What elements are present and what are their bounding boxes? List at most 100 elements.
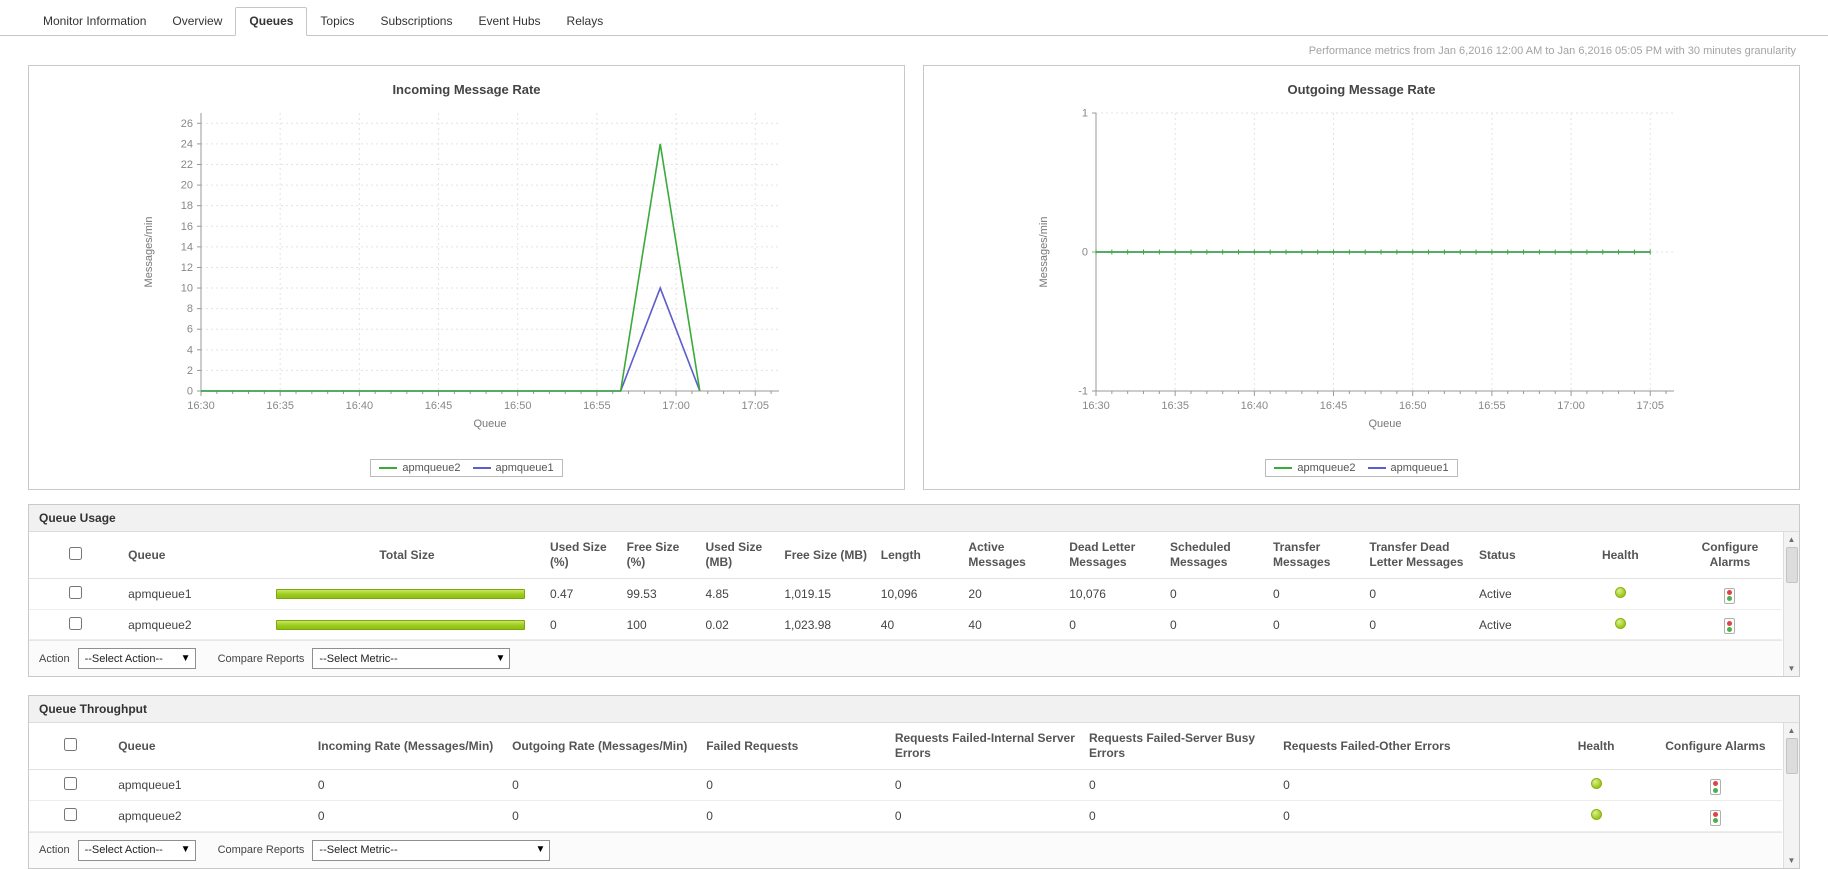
- col-requests-failed-internal: Requests Failed-Internal Server Errors: [888, 723, 1083, 771]
- configure-alarms-icon[interactable]: [1724, 587, 1736, 604]
- legend-line-swatch: [1274, 467, 1293, 469]
- svg-text:16:50: 16:50: [503, 400, 531, 412]
- col-transfer-messages: Transfer Messages: [1267, 532, 1364, 579]
- col-scheduled-messages: Scheduled Messages: [1164, 532, 1267, 579]
- chevron-down-icon: ▼: [180, 844, 191, 856]
- chevron-down-icon: ▼: [535, 844, 546, 856]
- col-queue: Queue: [122, 532, 271, 579]
- cell-scheduled-messages: 0: [1164, 609, 1267, 641]
- scrollbar[interactable]: ▲ ▼: [1783, 723, 1799, 868]
- legend-line-swatch: [472, 467, 491, 469]
- col-failed-requests: Failed Requests: [700, 723, 889, 771]
- queue-name: apmqueue1: [122, 578, 271, 610]
- charts-row: Incoming Message Rate 0 2 4 6 8 10 12 14 16 18 20 2…: [28, 65, 1800, 490]
- compare-metric-dropdown[interactable]: --Select Metric-- ▼: [312, 839, 551, 861]
- col-free-size-pct: Free Size (%): [620, 532, 700, 579]
- cell-free-size-pct: 100: [620, 609, 700, 641]
- svg-text:1: 1: [1081, 108, 1087, 120]
- health-indicator: [1590, 778, 1602, 790]
- row-checkbox[interactable]: [69, 585, 83, 599]
- queue-usage-section: Queue Usage Queue Total Size Used Size (…: [28, 504, 1800, 678]
- queue-name: apmqueue1: [112, 769, 312, 802]
- legend-line-swatch: [379, 467, 398, 469]
- scroll-down-icon[interactable]: ▼: [1787, 664, 1796, 674]
- svg-text:4: 4: [186, 344, 192, 356]
- tab-subscriptions[interactable]: Subscriptions: [380, 14, 453, 28]
- col-total-size: Total Size: [270, 532, 544, 579]
- legend-label: apmqueue1: [1390, 462, 1449, 474]
- cell-incoming-rate: 0: [311, 769, 507, 802]
- col-dead-letter-messages: Dead Letter Messages: [1063, 532, 1165, 579]
- scroll-up-icon[interactable]: ▲: [1787, 535, 1796, 544]
- cell-outgoing-rate: 0: [506, 800, 701, 832]
- col-requests-failed-busy: Requests Failed-Server Busy Errors: [1082, 723, 1278, 771]
- legend-item: apmqueue1: [472, 462, 554, 474]
- cell-transfer-messages: 0: [1267, 609, 1364, 641]
- action-label: Action: [39, 844, 70, 857]
- dropdown-value: --Select Action--: [84, 844, 163, 857]
- cell-dead-letter-messages: 10,076: [1063, 578, 1165, 610]
- cell-used-size-mb: 0.02: [699, 609, 779, 641]
- svg-text:16:55: 16:55: [1478, 400, 1506, 412]
- configure-alarms-icon[interactable]: [1709, 809, 1721, 826]
- tab-monitor-information[interactable]: Monitor Information: [43, 14, 147, 28]
- scroll-up-icon[interactable]: ▲: [1787, 726, 1796, 736]
- dropdown-value: --Select Action--: [84, 652, 163, 665]
- configure-alarms-icon[interactable]: [1724, 618, 1736, 635]
- compare-metric-dropdown[interactable]: --Select Metric-- ▼: [312, 648, 511, 670]
- action-dropdown[interactable]: --Select Action-- ▼: [77, 839, 196, 861]
- cell-active-messages: 20: [962, 578, 1064, 610]
- svg-text:22: 22: [180, 159, 192, 171]
- svg-text:16:30: 16:30: [1082, 400, 1110, 412]
- select-all-checkbox[interactable]: [69, 546, 83, 560]
- select-all-checkbox[interactable]: [64, 737, 78, 751]
- svg-text:20: 20: [180, 180, 192, 192]
- cell-transfer-dead-letter-messages: 0: [1363, 578, 1473, 610]
- configure-alarms-icon[interactable]: [1709, 779, 1721, 796]
- svg-text:16:30: 16:30: [187, 400, 215, 412]
- table-header-row: Queue Total Size Used Size (%) Free Size…: [29, 532, 1782, 579]
- col-status: Status: [1472, 532, 1563, 579]
- svg-text:16:40: 16:40: [345, 400, 373, 412]
- table-row: apmqueue2 0 0 0 0 0 0: [29, 800, 1782, 832]
- row-checkbox[interactable]: [64, 807, 78, 821]
- scrollbar[interactable]: ▲ ▼: [1783, 532, 1799, 677]
- scrollbar-thumb[interactable]: [1785, 547, 1798, 583]
- action-dropdown[interactable]: --Select Action-- ▼: [77, 648, 196, 670]
- col-transfer-dead-letter-messages: Transfer Dead Letter Messages: [1363, 532, 1473, 579]
- legend-label: apmqueue1: [495, 462, 554, 474]
- legend-item: apmqueue2: [379, 462, 461, 474]
- scroll-down-icon[interactable]: ▼: [1787, 855, 1796, 865]
- col-queue: Queue: [112, 723, 312, 771]
- svg-text:17:00: 17:00: [662, 400, 690, 412]
- total-size-bar: [276, 619, 525, 630]
- tab-topics[interactable]: Topics: [320, 14, 355, 28]
- svg-text:2: 2: [186, 365, 192, 377]
- row-checkbox[interactable]: [69, 616, 83, 630]
- legend-label: apmqueue2: [1297, 462, 1356, 474]
- chart-title: Outgoing Message Rate: [1287, 82, 1436, 97]
- col-outgoing-rate: Outgoing Rate (Messages/Min): [506, 723, 701, 771]
- section-title: Queue Throughput: [29, 696, 1799, 724]
- dropdown-value: --Select Metric--: [319, 844, 398, 857]
- svg-text:26: 26: [180, 118, 192, 130]
- svg-text:Queue: Queue: [1368, 418, 1401, 430]
- tab-relays[interactable]: Relays: [566, 14, 604, 28]
- queue-usage-footer: Action --Select Action-- ▼ Compare Repor…: [29, 640, 1782, 677]
- cell-length: 40: [874, 609, 963, 641]
- cell-requests-failed-busy: 0: [1082, 800, 1278, 832]
- tab-bar: Monitor Information Overview Queues Topi…: [0, 0, 1828, 36]
- cell-active-messages: 40: [962, 609, 1064, 641]
- tab-queues[interactable]: Queues: [235, 7, 308, 36]
- cell-free-size-pct: 99.53: [620, 578, 700, 610]
- row-checkbox[interactable]: [64, 777, 78, 791]
- col-free-size-mb: Free Size (MB): [778, 532, 875, 579]
- col-incoming-rate: Incoming Rate (Messages/Min): [311, 723, 507, 771]
- cell-scheduled-messages: 0: [1164, 578, 1267, 610]
- tab-overview[interactable]: Overview: [172, 14, 223, 28]
- section-title: Queue Usage: [29, 505, 1799, 532]
- svg-text:14: 14: [180, 241, 192, 253]
- scrollbar-thumb[interactable]: [1785, 738, 1798, 775]
- queue-name: apmqueue2: [112, 800, 312, 832]
- tab-event-hubs[interactable]: Event Hubs: [478, 14, 541, 28]
